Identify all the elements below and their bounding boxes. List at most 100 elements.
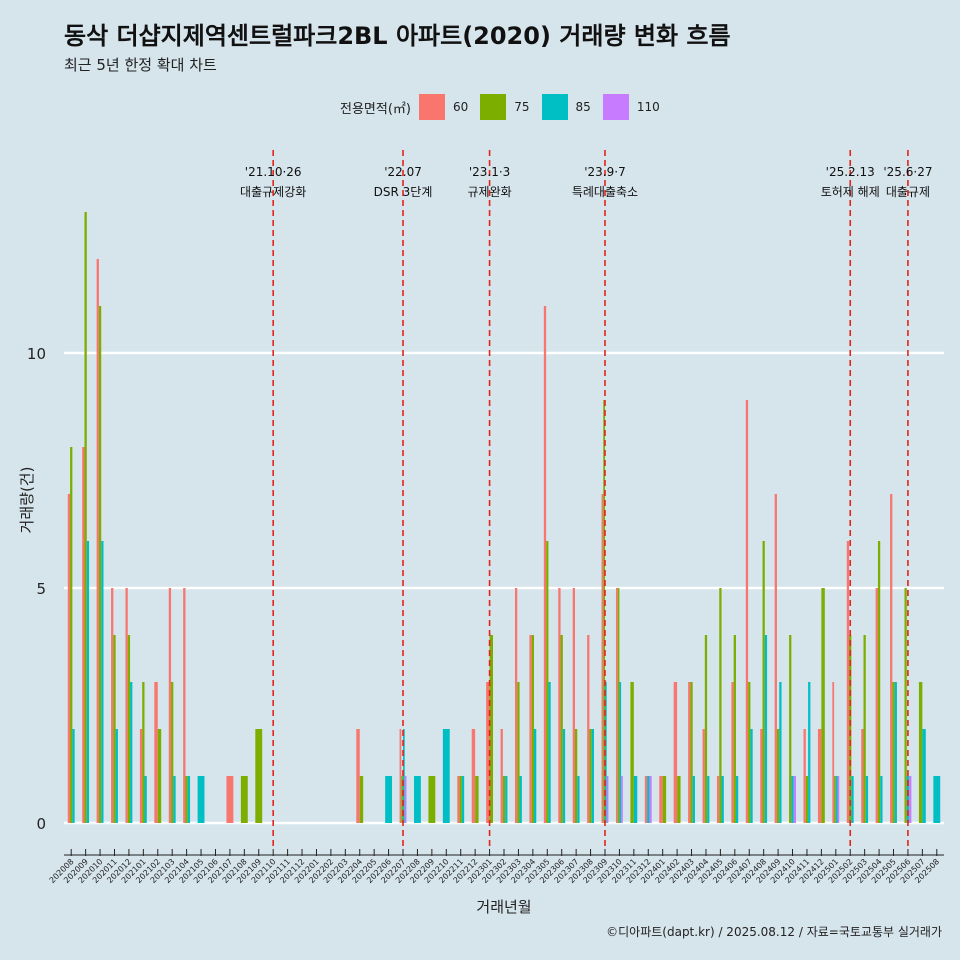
- bar-60-202204: [356, 729, 360, 823]
- bar-85-202309: [604, 682, 607, 823]
- bar-60-202104: [183, 588, 186, 823]
- bar-60-202309: [601, 494, 604, 823]
- bar-85-202407: [750, 729, 753, 823]
- bar-75-202012: [127, 635, 131, 823]
- bar-75-202409: [776, 729, 780, 823]
- bar-85-202307: [577, 776, 580, 823]
- bar-85-202009: [86, 541, 90, 823]
- bar-75-202406: [733, 635, 736, 823]
- bar-75-202507: [918, 682, 923, 823]
- bar-75-202504: [877, 541, 881, 823]
- bar-75-202010: [98, 306, 102, 823]
- bar-60-202304: [529, 635, 532, 823]
- y-tick-label: 10: [27, 345, 46, 363]
- legend-label-60: 60: [452, 100, 469, 114]
- bar-85-202101: [144, 776, 147, 823]
- bar-85-202408: [764, 635, 768, 823]
- legend-label-75: 75: [514, 100, 530, 114]
- bar-85-202506: [906, 776, 910, 823]
- bar-75-202212: [475, 776, 479, 823]
- bar-75-202301: [489, 635, 494, 823]
- bar-60-202505: [890, 494, 893, 823]
- bar-60-202301: [486, 682, 490, 823]
- bar-75-202204: [359, 776, 364, 823]
- bar-85-202501: [835, 776, 838, 823]
- bar-60-202402: [673, 682, 678, 823]
- source-caption: ©디아파트(dapt.kr) / 2025.08.12 / 자료=국토교통부 실…: [606, 925, 942, 939]
- bar-75-202303: [517, 682, 520, 823]
- bar-60-202310: [615, 588, 618, 823]
- bar-85-202208: [414, 776, 421, 823]
- bar-75-202209: [428, 776, 436, 823]
- bar-85-202304: [533, 729, 537, 823]
- event-date: '23.9·7: [584, 165, 625, 179]
- x-axis-title: 거래년월: [476, 898, 531, 916]
- bar-60-202102: [154, 682, 158, 823]
- bar-75-202102: [157, 729, 162, 823]
- legend-item-110: 110: [602, 94, 660, 120]
- bar-60-202101: [139, 729, 143, 823]
- event-label: 특례대출축소: [572, 185, 638, 199]
- bar-75-202401: [662, 776, 667, 823]
- bar-110-202501: [837, 776, 840, 823]
- bar-85-202503: [865, 776, 869, 823]
- bar-85-202502: [851, 776, 854, 823]
- bar-85-202504: [880, 776, 883, 823]
- bar-110-202312: [649, 776, 652, 823]
- bar-85-202012: [130, 682, 133, 823]
- bar-75-202502: [849, 635, 852, 823]
- bar-75-202410: [789, 635, 792, 823]
- event-date: '23.1·3: [469, 165, 510, 179]
- bar-75-202404: [704, 635, 708, 823]
- bar-110-202207: [404, 776, 407, 823]
- legend-item-85: 85: [541, 94, 591, 120]
- bar-110-202309: [606, 776, 609, 823]
- legend-title: 전용면적(㎡): [340, 101, 411, 117]
- bar-75-202308: [589, 729, 592, 823]
- bar-85-202207: [403, 729, 405, 823]
- chart-title: 동삭 더샵지제역센트럴파크2BL 아파트(2020) 거래량 변화 흐름: [64, 22, 731, 50]
- bar-85-202302: [505, 776, 508, 823]
- bar-110-202310: [621, 776, 623, 823]
- event-label: DSR 3단계: [374, 185, 433, 199]
- bar-75-202302: [502, 776, 506, 823]
- bar-85-202311: [633, 776, 638, 823]
- bar-75-202408: [762, 541, 765, 823]
- bar-60-202401: [659, 776, 663, 823]
- bar-85-202306: [562, 729, 566, 823]
- bar-75-202503: [863, 635, 866, 823]
- event-date: '25.2.13: [826, 165, 875, 179]
- y-tick-label: 5: [36, 580, 46, 598]
- chart-subtitle: 최근 5년 한정 확대 차트: [64, 56, 217, 74]
- bar-85-202411: [808, 682, 811, 823]
- bar-85-202303: [519, 776, 522, 823]
- bar-60-202011: [111, 588, 114, 823]
- bar-75-202008: [70, 447, 73, 823]
- bar-85-202404: [707, 776, 710, 823]
- bar-60-202412: [817, 729, 822, 823]
- bar-60-202107: [226, 776, 234, 823]
- bar-75-202412: [821, 588, 825, 823]
- legend-label-85: 85: [575, 100, 591, 114]
- bar-75-202405: [719, 588, 722, 823]
- bar-60-202405: [716, 776, 720, 823]
- bar-60-202303: [514, 588, 518, 823]
- bar-75-202211: [459, 776, 462, 823]
- bar-75-202403: [690, 682, 693, 823]
- bar-60-202403: [688, 682, 691, 823]
- bar-75-202505: [892, 682, 895, 823]
- bar-85-202310: [619, 682, 622, 823]
- bar-75-202009: [84, 212, 87, 823]
- bar-85-202305: [548, 682, 551, 823]
- bar-60-202307: [572, 588, 575, 823]
- y-axis-title: 거래량(건): [18, 467, 36, 534]
- bar-75-202207: [401, 776, 404, 823]
- bar-60-202407: [745, 400, 749, 823]
- bar-75-202501: [834, 776, 836, 823]
- bar-60-202010: [96, 259, 99, 823]
- legend-key-75: [480, 94, 507, 120]
- bar-110-202506: [909, 776, 912, 823]
- legend-item-75: 75: [480, 94, 530, 120]
- bar-85-202010: [101, 541, 104, 823]
